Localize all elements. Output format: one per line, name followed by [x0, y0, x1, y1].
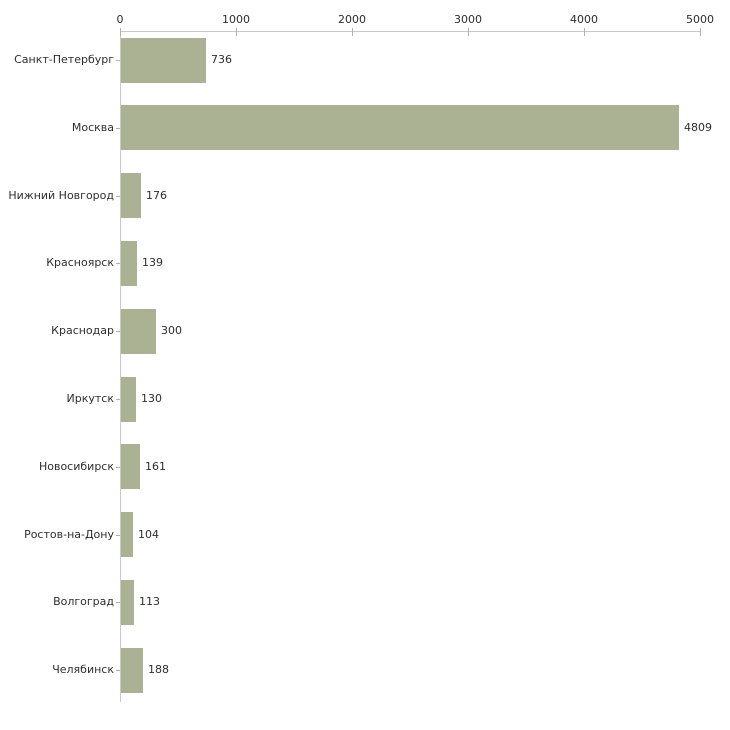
value-label: 176: [146, 189, 167, 202]
y-axis-tick-mark: [116, 399, 120, 400]
y-axis-tick-mark: [116, 670, 120, 671]
category-label: Москва: [71, 121, 114, 134]
value-label: 139: [142, 256, 163, 269]
x-axis-tick-mark: [236, 28, 237, 36]
value-label: 736: [211, 53, 232, 66]
x-axis-tick-label: 4000: [570, 13, 598, 26]
x-axis-tick-mark: [352, 28, 353, 36]
category-label: Иркутск: [66, 392, 114, 405]
bar: [121, 309, 156, 354]
y-axis-tick-mark: [116, 535, 120, 536]
y-axis-tick-mark: [116, 331, 120, 332]
bar: [121, 580, 134, 625]
y-axis-tick-mark: [116, 467, 120, 468]
category-label: Красноярск: [46, 256, 114, 269]
bar: [121, 444, 140, 489]
value-label: 130: [141, 392, 162, 405]
x-axis-line: [120, 31, 701, 32]
bar: [121, 512, 133, 557]
x-axis-tick-label: 0: [116, 13, 124, 26]
value-label: 113: [139, 595, 160, 608]
y-axis-tick-mark: [116, 196, 120, 197]
bar: [121, 241, 137, 286]
value-label: 161: [145, 460, 166, 473]
bar: [121, 38, 206, 83]
x-axis-tick-label: 1000: [222, 13, 250, 26]
x-axis-tick-mark: [120, 28, 121, 36]
value-label: 4809: [684, 121, 712, 134]
category-label: Краснодар: [51, 324, 114, 337]
bar: [121, 648, 143, 693]
category-label: Новосибирск: [38, 460, 114, 473]
bar: [121, 105, 679, 150]
y-axis-tick-mark: [116, 263, 120, 264]
x-axis-tick-mark: [468, 28, 469, 36]
x-axis-tick-label: 2000: [338, 13, 366, 26]
x-axis-tick-mark: [700, 28, 701, 36]
y-axis-line: [120, 31, 121, 702]
category-label: Ростов-на-Дону: [24, 528, 114, 541]
y-axis-tick-mark: [116, 60, 120, 61]
category-label: Волгоград: [53, 595, 114, 608]
value-label: 188: [148, 663, 169, 676]
category-label: Нижний Новгород: [8, 189, 114, 202]
category-label: Челябинск: [52, 663, 114, 676]
x-axis-tick-mark: [584, 28, 585, 36]
bar: [121, 173, 141, 218]
category-label: Санкт-Петербург: [14, 53, 114, 66]
y-axis-tick-mark: [116, 128, 120, 129]
x-axis-tick-label: 3000: [454, 13, 482, 26]
value-label: 104: [138, 528, 159, 541]
bar: [121, 377, 136, 422]
y-axis-tick-mark: [116, 602, 120, 603]
x-axis-tick-label: 5000: [686, 13, 714, 26]
value-label: 300: [161, 324, 182, 337]
